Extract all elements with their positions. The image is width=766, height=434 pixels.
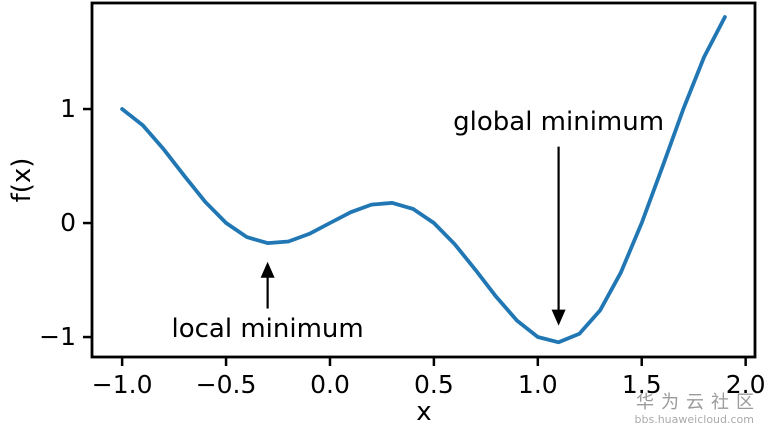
axes-spines (90, 1, 757, 359)
x-tick-label: 2.0 (725, 370, 766, 399)
annotation-local-minimum: local minimum (171, 314, 364, 345)
x-tick-label: −0.5 (195, 370, 257, 399)
y-tick-label: 1 (60, 94, 76, 124)
function-curve (120, 15, 727, 345)
x-tick-label: 1.0 (517, 370, 558, 399)
y-axis-label: f(x) (7, 157, 37, 203)
x-axis-label: x (416, 397, 432, 427)
y-tick-label: −1 (39, 322, 76, 352)
x-tick-label: 0.0 (310, 370, 350, 399)
x-tick-label: 0.5 (414, 370, 454, 399)
x-tick-label: −1.0 (91, 370, 153, 399)
annotation-arrow-head (551, 309, 566, 326)
y-tick-label: 0 (60, 208, 76, 238)
annotation-arrow-head (260, 261, 275, 278)
x-tick-label: 1.5 (621, 370, 662, 399)
annotation-global-minimum: global minimum (453, 106, 665, 137)
